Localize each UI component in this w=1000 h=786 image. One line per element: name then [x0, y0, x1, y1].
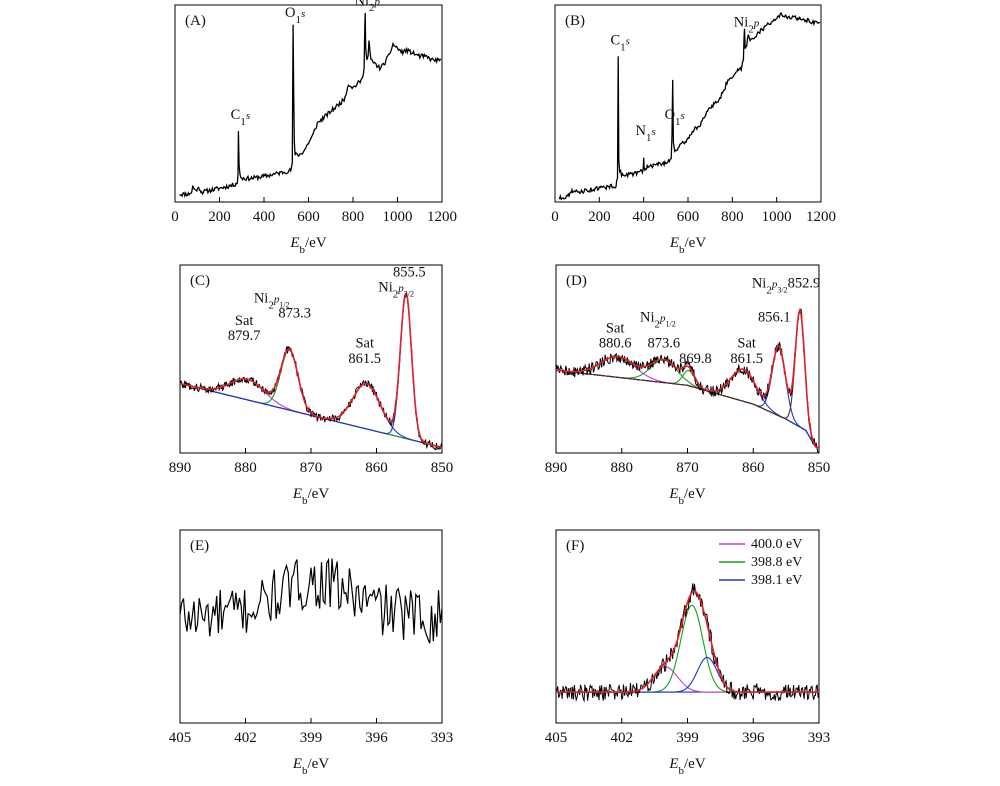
- peak-annotation: Ni2p: [354, 0, 380, 14]
- x-tick-label: 400: [632, 209, 655, 225]
- survey-line: [558, 11, 821, 201]
- panel-label: (A): [185, 13, 206, 29]
- x-tick-label: 800: [342, 209, 365, 225]
- panel-e: 405 402 399 396 393 Eb/eV (E): [169, 529, 454, 777]
- x-tick-label: 405: [169, 730, 192, 746]
- panel-label: (B): [565, 13, 585, 29]
- x-tick-label: 396: [365, 730, 388, 746]
- fit-component: [555, 308, 819, 448]
- peak-label: 880.6: [599, 336, 632, 352]
- panel-label: (E): [190, 538, 209, 554]
- peak-label: Sat: [606, 321, 625, 337]
- peak-annotation: C1s: [610, 32, 629, 53]
- peak-label: 855.5: [393, 264, 426, 280]
- x-tick-label: 402: [611, 730, 634, 746]
- x-tick-label: 396: [742, 730, 765, 746]
- spectrum-data: [179, 557, 443, 644]
- x-tick-label: 393: [431, 730, 454, 746]
- x-tick-label: 800: [721, 209, 744, 225]
- fit-component: [556, 656, 819, 693]
- x-tick-label: 1000: [762, 209, 792, 225]
- peak-label: 879.7: [228, 328, 261, 344]
- x-tick-label: 399: [300, 730, 323, 746]
- x-tick-label: 399: [676, 730, 699, 746]
- peak-label: 873.3: [278, 306, 311, 322]
- background-line: [555, 369, 819, 448]
- x-tick-label: 1200: [806, 209, 836, 225]
- legend-label: 398.1 eV: [751, 573, 802, 588]
- x-tick-label: 890: [545, 460, 568, 476]
- fit-envelope: [555, 307, 819, 449]
- peak-label: Ni2p3/2: [752, 276, 788, 297]
- peak-annotation: O1s: [665, 107, 685, 128]
- x-tick-label: 870: [300, 460, 323, 476]
- plot-frame: [174, 4, 443, 203]
- spectrum-data: [555, 583, 820, 703]
- peak-label: Sat: [235, 313, 254, 329]
- x-axis-title: Eb/eV: [292, 486, 329, 507]
- x-tick-label: 850: [431, 460, 454, 476]
- plot-frame: [554, 4, 822, 203]
- peak-label: 861.5: [730, 351, 763, 367]
- x-tick-label: 600: [297, 209, 320, 225]
- x-tick-label: 870: [676, 460, 699, 476]
- fit-component: [179, 349, 443, 448]
- legend-label: 398.8 eV: [751, 555, 802, 570]
- x-tick-label: 860: [365, 460, 388, 476]
- fit-component: [556, 666, 819, 693]
- peak-label: Ni2p1/2: [640, 309, 676, 330]
- x-tick-label: 1200: [427, 209, 457, 225]
- peak-label: 856.1: [758, 309, 791, 325]
- legend-label: 400.0 eV: [751, 537, 802, 552]
- x-tick-label: 393: [808, 730, 831, 746]
- x-tick-label: 400: [253, 209, 276, 225]
- fit-component: [556, 604, 819, 693]
- x-tick-label: 890: [169, 460, 192, 476]
- peak-label: Sat: [737, 336, 756, 352]
- panel-label: (F): [566, 538, 584, 554]
- x-tick-label: 860: [742, 460, 765, 476]
- peak-annotation: Ni2p: [734, 15, 760, 36]
- x-axis-title: Eb/eV: [669, 235, 706, 256]
- x-axis-title: Eb/eV: [668, 486, 705, 507]
- panel-f: 405 402 399 396 393 Eb/eV (F) 400.0 eV 398.8 eV 3…: [545, 529, 831, 777]
- fit-component: [555, 359, 819, 448]
- peak-label: 852.9: [788, 276, 821, 292]
- x-tick-label: 1000: [383, 209, 413, 225]
- x-tick-label: 402: [234, 730, 257, 746]
- x-tick-label: 880: [611, 460, 634, 476]
- x-axis-title: Eb/eV: [292, 756, 329, 777]
- panel-a: 0 200 400 600 800 1000 1200 Eb/eV (A) C1s O1s Ni2p: [171, 0, 457, 256]
- panel-c: 890 880 870 860 850Eb/eV(C)Sat879.7Ni2p1/287…: [169, 264, 454, 507]
- panel-d: 890 880 870 860 850Eb/eV(D)Sat880.6Ni2p1/287…: [545, 264, 831, 507]
- fit-envelope: [556, 590, 819, 693]
- x-tick-label: 0: [171, 209, 179, 225]
- peak-label: Ni2p3/2: [378, 279, 414, 300]
- x-tick-label: 0: [551, 209, 559, 225]
- panel-label: (D): [566, 273, 587, 289]
- x-axis-title: Eb/eV: [289, 235, 326, 256]
- x-tick-label: 200: [588, 209, 611, 225]
- peak-label: 873.6: [648, 336, 681, 352]
- peak-annotation: C1s: [231, 107, 250, 128]
- fit-envelope: [179, 291, 443, 449]
- peak-label: Sat: [355, 336, 374, 352]
- peak-label: Ni2p1/2: [254, 291, 290, 312]
- x-tick-label: 405: [545, 730, 568, 746]
- x-tick-label: 200: [208, 209, 231, 225]
- fit-component: [555, 369, 819, 448]
- panel-label: (C): [190, 273, 210, 289]
- x-axis-title: Eb/eV: [668, 756, 705, 777]
- x-tick-label: 880: [234, 460, 257, 476]
- peak-label: 869.8: [679, 351, 712, 367]
- peak-annotation: O1s: [285, 5, 305, 26]
- panel-b: 0 200 400 600 800 1000 1200 Eb/eV (B) C1s N1s O1s Ni…: [551, 4, 836, 256]
- x-tick-label: 600: [677, 209, 700, 225]
- x-tick-label: 850: [808, 460, 831, 476]
- survey-line: [179, 12, 442, 199]
- peak-label: 861.5: [348, 351, 381, 367]
- peak-annotation: N1s: [636, 123, 656, 144]
